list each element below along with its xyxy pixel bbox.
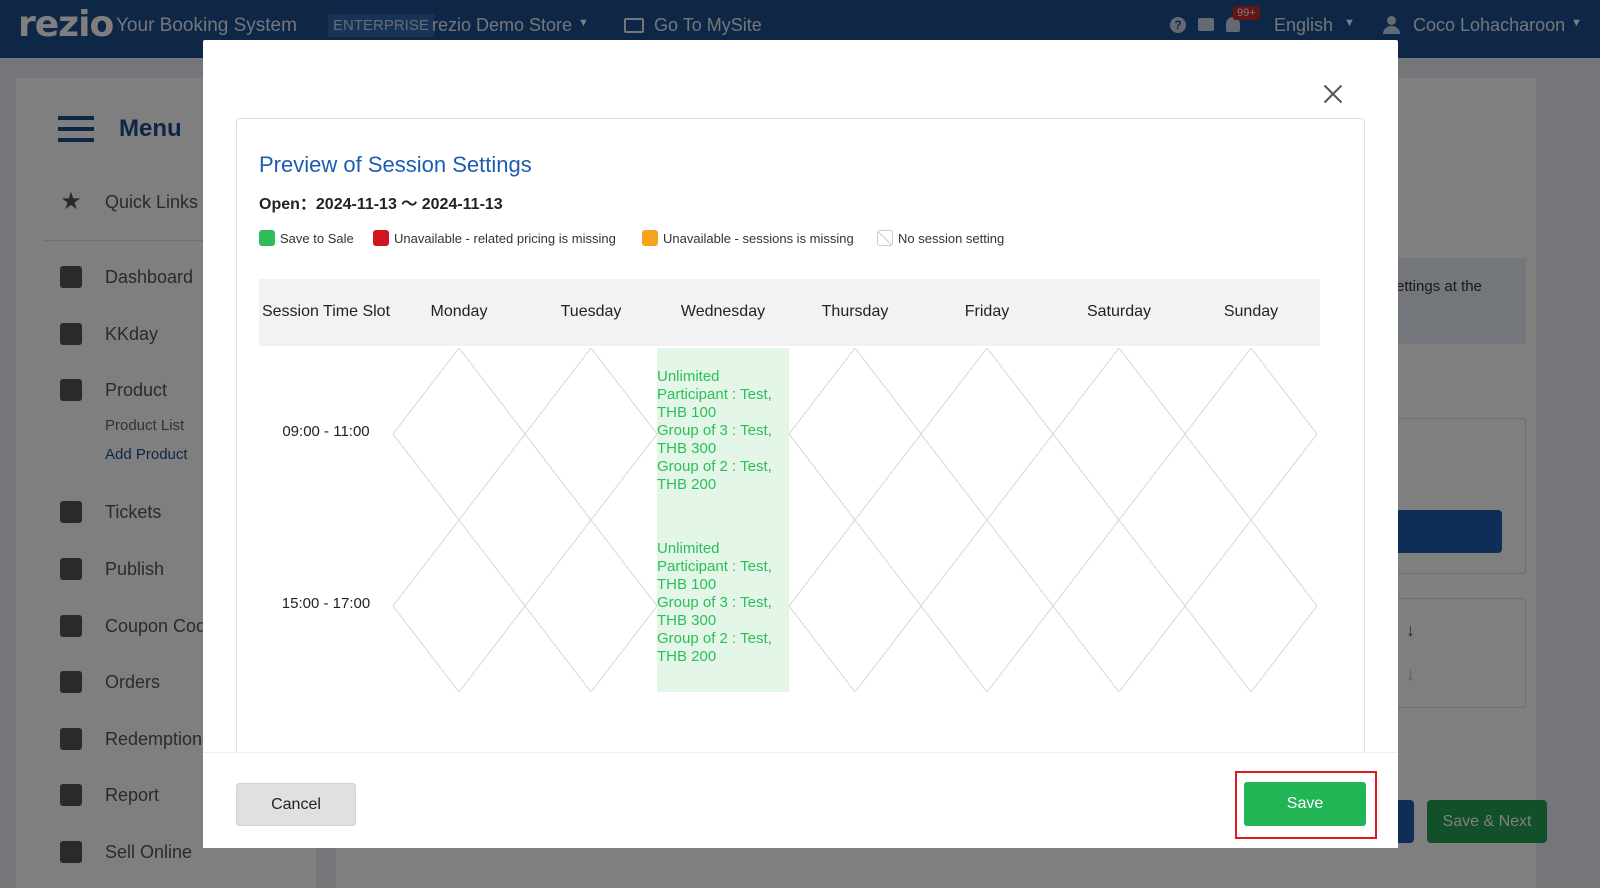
session-cell-empty xyxy=(525,348,657,520)
save-button[interactable]: Save xyxy=(1244,782,1366,826)
cell-line: THB 300 xyxy=(657,612,717,629)
cell-line: THB 200 xyxy=(657,476,717,493)
cell-line: Participant : Test, xyxy=(657,386,772,403)
session-cell-empty xyxy=(1053,520,1185,692)
cell-line: Unlimited xyxy=(657,368,720,385)
preview-panel: Preview of Session Settings Open：2024-11… xyxy=(236,118,1365,774)
col-session-time-slot: Session Time Slot xyxy=(261,303,391,320)
legend-label: Unavailable - related pricing is missing xyxy=(394,231,616,246)
session-cell-empty xyxy=(1185,520,1317,692)
cell-line: Group of 3 : Test, xyxy=(657,594,772,611)
session-cell-empty xyxy=(789,348,921,520)
cancel-button[interactable]: Cancel xyxy=(236,783,356,826)
cell-line: Group of 2 : Test, xyxy=(657,630,772,647)
session-cell-empty xyxy=(525,520,657,692)
session-cell-empty xyxy=(393,520,525,692)
session-preview-modal: Preview of Session Settings Open：2024-11… xyxy=(203,40,1398,848)
col-wednesday: Wednesday xyxy=(680,303,766,320)
green-swatch-icon xyxy=(259,230,275,246)
col-tuesday: Tuesday xyxy=(560,303,622,320)
open-date-range: Open：2024-11-13 〜 2024-11-13 xyxy=(259,196,503,213)
legend-label: Save to Sale xyxy=(280,231,354,246)
cell-line: Group of 2 : Test, xyxy=(657,458,772,475)
save-button-highlight xyxy=(1235,771,1377,839)
legend-label: Unavailable - sessions is missing xyxy=(663,231,854,246)
cell-line: THB 300 xyxy=(657,440,717,457)
session-cell-available[interactable]: Unlimited Participant : Test, THB 100 Gr… xyxy=(657,348,789,520)
session-cell-empty xyxy=(393,348,525,520)
close-icon[interactable] xyxy=(1321,82,1345,106)
red-swatch-icon xyxy=(373,230,389,246)
session-cell-empty xyxy=(1053,348,1185,520)
cell-line: Participant : Test, xyxy=(657,558,772,575)
cell-line: THB 100 xyxy=(657,404,717,421)
grid-header: Session Time Slot Monday Tuesday Wednesd… xyxy=(259,279,1320,346)
session-cell-empty xyxy=(921,520,1053,692)
col-thursday: Thursday xyxy=(821,303,889,320)
slot-time-label: 09:00 - 11:00 xyxy=(282,423,370,440)
session-cell-empty xyxy=(789,520,921,692)
session-cell-empty xyxy=(921,348,1053,520)
cell-pricing-text: Unlimited Participant : Test, THB 100 Gr… xyxy=(657,368,789,494)
modal-title: Preview of Session Settings xyxy=(259,152,532,177)
cell-line: THB 100 xyxy=(657,576,717,593)
slot-time-label: 15:00 - 17:00 xyxy=(281,595,371,612)
cell-pricing-text: Unlimited Participant : Test, THB 100 Gr… xyxy=(657,540,789,666)
session-cell-available[interactable]: Unlimited Participant : Test, THB 100 Gr… xyxy=(657,520,789,692)
col-saturday: Saturday xyxy=(1086,303,1152,320)
session-cell-empty xyxy=(1185,348,1317,520)
col-sunday: Sunday xyxy=(1223,303,1279,320)
cell-line: Unlimited xyxy=(657,540,720,557)
col-monday: Monday xyxy=(430,303,488,320)
modal-footer: Cancel Save xyxy=(203,752,1398,848)
cell-line: THB 200 xyxy=(657,648,717,665)
empty-swatch-icon xyxy=(877,230,893,246)
cell-line: Group of 3 : Test, xyxy=(657,422,772,439)
orange-swatch-icon xyxy=(642,230,658,246)
legend-label: No session setting xyxy=(898,231,1005,246)
col-friday: Friday xyxy=(964,303,1010,320)
